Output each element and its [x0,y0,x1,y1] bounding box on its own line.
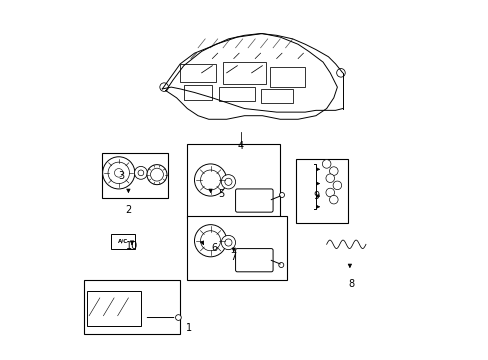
Circle shape [200,170,220,190]
Circle shape [329,167,337,175]
Circle shape [325,188,334,197]
FancyBboxPatch shape [102,153,167,198]
Circle shape [221,175,235,189]
Text: 3: 3 [118,171,124,181]
Text: 6: 6 [211,243,217,253]
Circle shape [138,170,143,176]
FancyBboxPatch shape [83,280,180,334]
Circle shape [114,168,123,177]
Bar [180,64,216,82]
Circle shape [147,165,166,185]
Text: 10: 10 [125,241,138,251]
FancyBboxPatch shape [235,189,272,212]
FancyBboxPatch shape [187,144,280,217]
Bar [269,67,305,87]
Text: 2: 2 [125,205,131,215]
Circle shape [194,225,226,257]
Circle shape [150,168,163,181]
Circle shape [322,159,330,168]
Text: 9: 9 [312,191,318,201]
Circle shape [175,315,181,320]
Circle shape [108,162,129,184]
Bar [260,89,292,103]
Text: 1: 1 [186,323,192,333]
Text: 4: 4 [237,141,244,151]
Bar [219,87,255,102]
Circle shape [160,83,168,91]
Bar [183,85,212,100]
FancyBboxPatch shape [87,291,141,327]
FancyBboxPatch shape [296,158,347,223]
Text: A/C: A/C [118,239,128,244]
Circle shape [102,157,135,189]
Circle shape [221,235,235,249]
Circle shape [329,195,337,204]
FancyBboxPatch shape [235,249,272,272]
Circle shape [336,68,345,77]
Circle shape [279,193,284,198]
FancyBboxPatch shape [111,234,135,249]
Circle shape [224,178,231,185]
Circle shape [134,166,147,179]
Circle shape [200,231,220,251]
Text: 5: 5 [218,189,224,199]
Circle shape [224,239,231,246]
Circle shape [325,174,334,183]
Text: 7: 7 [230,252,236,262]
Bar [223,62,265,84]
Text: 8: 8 [348,279,354,289]
Circle shape [194,164,226,196]
Circle shape [332,181,341,190]
FancyBboxPatch shape [187,216,287,280]
Circle shape [278,262,283,267]
